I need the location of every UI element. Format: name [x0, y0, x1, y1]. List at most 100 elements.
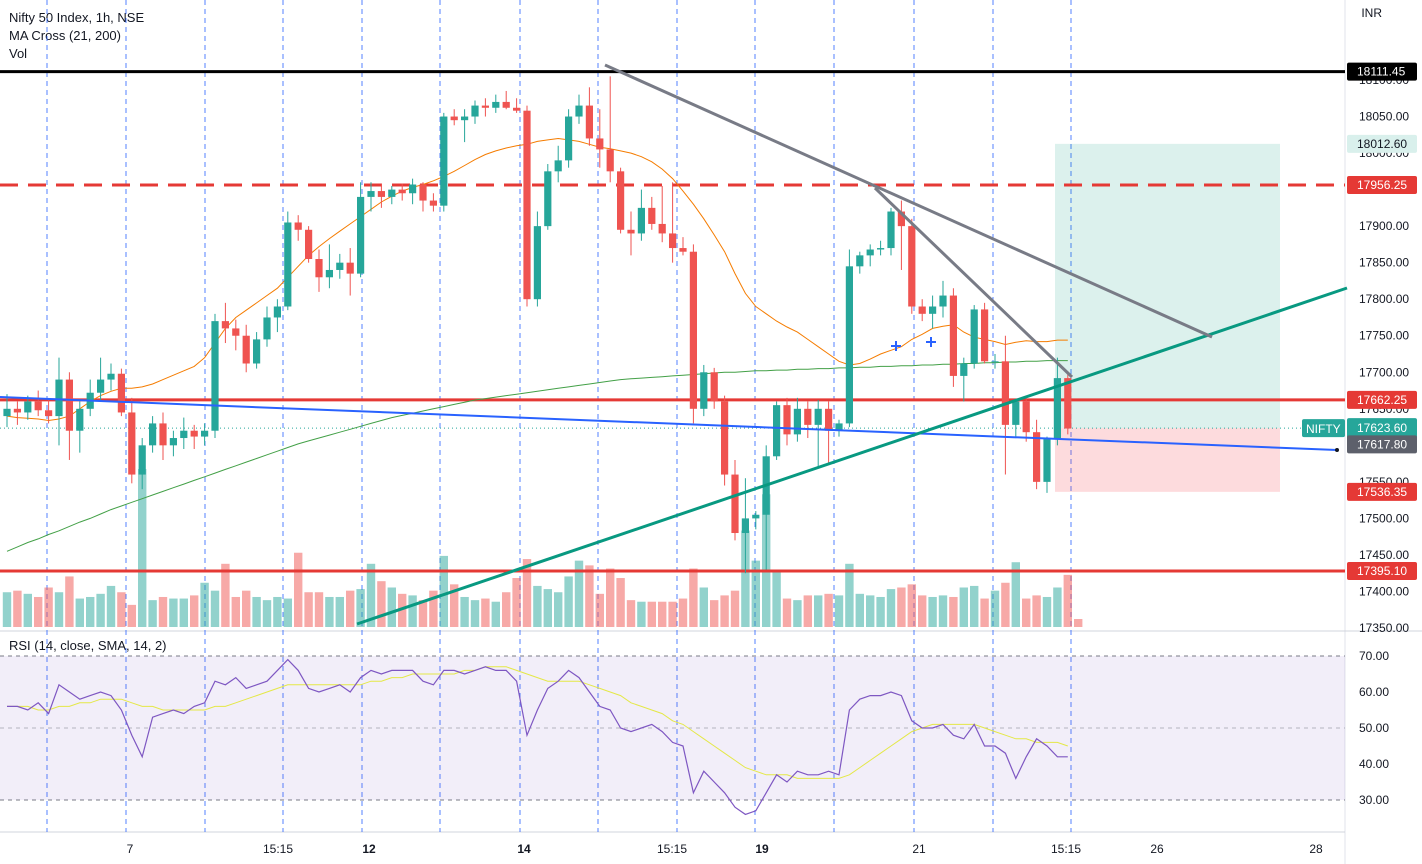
candle-body: [1064, 378, 1072, 429]
volume-bar: [169, 598, 178, 627]
candle-body: [450, 116, 458, 121]
target-price-label: 18012.60: [1357, 137, 1407, 151]
candle-body: [835, 423, 843, 431]
gray-trendline-long: [604, 63, 1213, 339]
volume-bar: [897, 587, 906, 627]
volume-bar: [242, 590, 251, 627]
candle-body: [606, 149, 614, 172]
volume-bar: [366, 563, 376, 627]
candle-body: [752, 514, 760, 519]
candle-body: [211, 321, 219, 431]
volume-bar: [200, 582, 209, 627]
candle-body: [253, 339, 261, 364]
ma-cross-legend[interactable]: MA Cross (21, 200): [9, 28, 121, 43]
time-axis-label: 21: [912, 842, 926, 856]
volume-bar: [1001, 582, 1010, 627]
volume-bar: [148, 600, 157, 627]
volume-bar: [190, 595, 199, 627]
candle-body: [128, 412, 136, 475]
candle-body: [242, 335, 250, 364]
volume-bar: [730, 590, 740, 627]
teal-trendline: [356, 286, 1348, 626]
candle-body: [398, 189, 406, 194]
volume-bar: [23, 593, 32, 627]
volume-bar: [356, 589, 365, 627]
candle-body: [107, 373, 115, 380]
volume-bar: [668, 601, 677, 627]
candle-body: [492, 101, 500, 108]
candle-body: [429, 200, 437, 206]
volume-bar: [1063, 574, 1072, 627]
candle-body: [34, 401, 42, 411]
candle-body: [981, 309, 989, 362]
volume-bar: [1053, 587, 1062, 627]
volume-bar: [96, 593, 105, 627]
entry-price-label-bg: [1347, 435, 1417, 454]
volume-bar: [1074, 619, 1083, 627]
candle-body: [263, 317, 271, 340]
candle-body: [949, 295, 957, 376]
volume-bar: [65, 576, 74, 627]
candle-body: [471, 105, 479, 117]
volume-bar: [595, 593, 604, 627]
candle-body: [877, 248, 885, 250]
candle-body: [679, 248, 687, 252]
volume-bar: [970, 585, 979, 627]
time-axis-label: 15:15: [1051, 842, 1081, 856]
volume-bar: [210, 590, 220, 627]
price-axis-tick: 18050.00: [1359, 110, 1409, 124]
candle-body: [440, 116, 448, 206]
dashed-level-label: 17956.25: [1357, 178, 1407, 192]
volume-bar: [554, 592, 563, 627]
candle-body: [1053, 378, 1061, 439]
candle-body: [575, 105, 583, 117]
volume-bar: [1042, 596, 1052, 627]
candle-body: [513, 107, 521, 111]
candle-body: [325, 269, 333, 278]
gray-trendline-short: [873, 186, 1074, 379]
price-axis-tick: 17800.00: [1359, 292, 1409, 306]
blue-trendline: [0, 396, 1338, 451]
position-profit-zone: [1055, 143, 1280, 429]
candle-body: [710, 372, 718, 402]
price-axis-tick: 17500.00: [1359, 511, 1409, 525]
candle-body: [388, 189, 396, 197]
volume-bar: [647, 601, 656, 627]
candle-body: [159, 423, 167, 446]
volume-bar: [221, 563, 230, 627]
candle-body: [305, 229, 313, 260]
candle-body: [1001, 361, 1009, 425]
candle-body: [481, 105, 489, 108]
volume-bar: [377, 581, 386, 627]
candle-body: [627, 229, 635, 234]
time-axis-label: 26: [1150, 842, 1164, 856]
volume-bar: [179, 598, 188, 627]
rsi-legend[interactable]: RSI (14, close, SMA, 14, 2): [9, 638, 167, 653]
volume-bar: [845, 563, 854, 627]
candle-body: [76, 408, 84, 431]
candle-body: [929, 306, 937, 314]
volume-bar: [699, 587, 708, 627]
volume-bar: [720, 595, 729, 627]
volume-bar: [418, 600, 428, 627]
volume-bar: [907, 584, 916, 627]
candle-body: [845, 266, 853, 424]
price-axis-tick: 17350.00: [1359, 621, 1409, 635]
volume-bar: [470, 600, 480, 627]
volume-bar: [460, 596, 469, 627]
currency-label[interactable]: INR: [1361, 6, 1382, 20]
volume-bar: [314, 592, 324, 627]
candle-body: [585, 105, 593, 139]
candle-body: [554, 160, 562, 172]
candle-body: [721, 401, 729, 475]
time-axis-label: 12: [362, 842, 376, 856]
volume-bar: [980, 598, 989, 627]
chart-title: Nifty 50 Index, 1h, NSE: [9, 10, 145, 25]
volume-bar: [86, 596, 95, 627]
candle-body: [804, 408, 812, 425]
volume-bar: [751, 560, 760, 627]
volume-legend[interactable]: Vol: [9, 46, 28, 58]
volume-bar: [346, 590, 355, 627]
volume-bar: [387, 587, 396, 627]
